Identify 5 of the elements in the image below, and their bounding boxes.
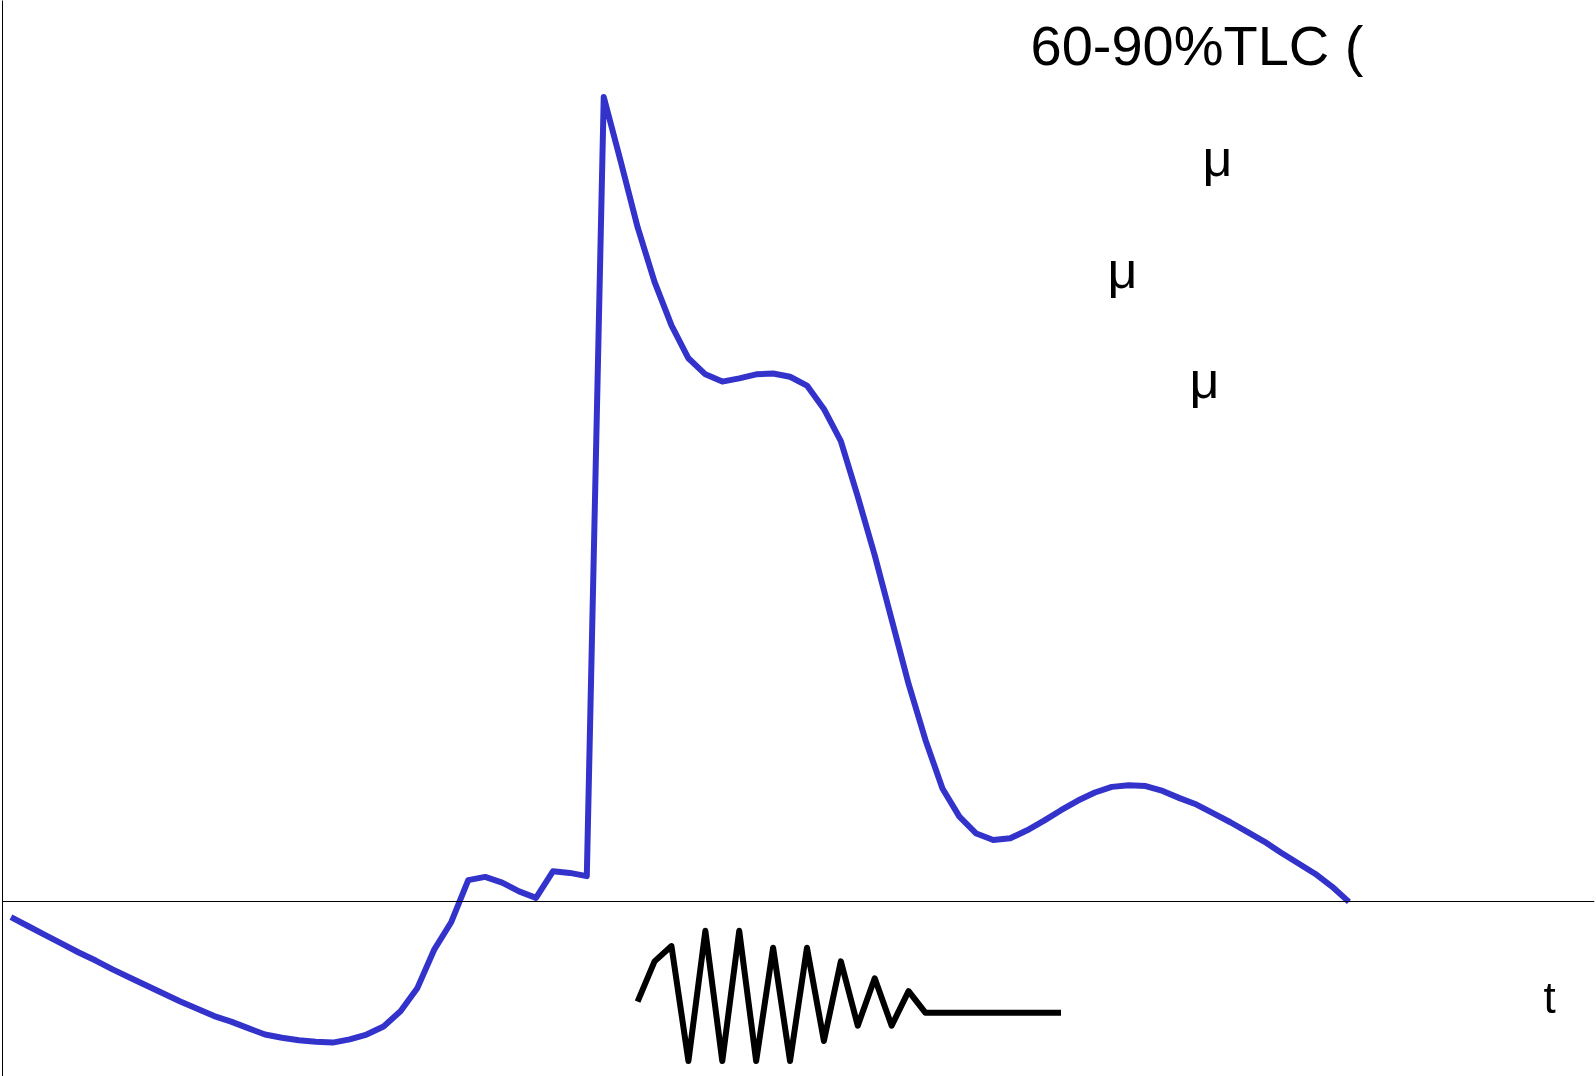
annotation: μ: [1189, 350, 1220, 409]
annotation: μ: [1107, 240, 1138, 299]
x-axis-title: t: [1543, 972, 1556, 1022]
text: 60-90%TLC (: [1030, 13, 1364, 77]
annotation: μ: [1202, 128, 1233, 187]
